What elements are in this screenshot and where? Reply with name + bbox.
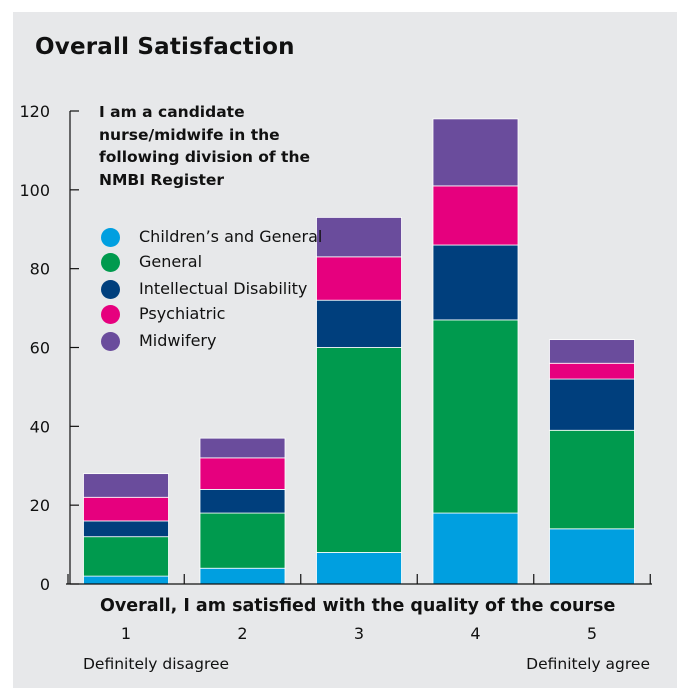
bar-segment-4-cat-5 [549, 362, 635, 380]
bar-segment-4-cat-4 [432, 185, 519, 246]
x-category-label: 3 [354, 624, 364, 643]
bar-segment-5-cat-3 [316, 217, 402, 258]
x-category-label: 5 [587, 624, 597, 643]
legend-label: Midwifery [139, 331, 217, 350]
y-tick-label: 40 [30, 417, 50, 436]
legend-item-intellectual-disability: Intellectual Disability [101, 278, 331, 300]
legend-label: General [139, 252, 203, 271]
bar-segment-5-cat-4 [432, 118, 519, 187]
legend-swatch-intellectual-disability [101, 280, 120, 299]
legend-swatch-midwifery [101, 332, 120, 351]
legend-item-childrens-general: Children’s and General [101, 226, 331, 248]
y-tick-label: 60 [30, 339, 50, 358]
bar-segment-4-cat-3 [316, 256, 402, 301]
bar-segment-1-cat-4 [432, 512, 519, 585]
x-category-label: 4 [470, 624, 480, 643]
bar-segment-2-cat-2 [199, 512, 286, 569]
x-category-label: 2 [237, 624, 247, 643]
bar-segment-3-cat-5 [549, 378, 635, 431]
legend-title: I am a candidate nurse/midwife in the fo… [99, 103, 311, 189]
y-tick-label: 20 [30, 496, 50, 515]
bar-segment-3-cat-4 [432, 244, 519, 321]
legend-swatch-childrens-general [101, 228, 120, 247]
x-axis-title: Overall, I am satisfied with the quality… [100, 596, 616, 616]
bar-segment-1-cat-5 [549, 528, 635, 585]
legend-label: Psychiatric [139, 304, 226, 323]
bar-segment-2-cat-4 [432, 319, 519, 514]
bar-segment-3-cat-1 [83, 520, 169, 538]
chart-title: Overall Satisfaction [35, 34, 295, 60]
y-tick-label: 120 [19, 102, 50, 121]
bar-segment-3-cat-2 [199, 488, 286, 514]
bar-segment-5-cat-2 [199, 437, 286, 459]
bar-segment-4-cat-2 [199, 457, 286, 490]
legend-label: Children’s and General [139, 227, 323, 246]
bar-segment-2-cat-5 [549, 429, 635, 530]
bar-segment-5-cat-5 [549, 339, 635, 364]
legend-item-general: General [101, 251, 331, 273]
x-end-label-left: Definitely disagree [83, 655, 230, 673]
y-tick-label: 100 [19, 181, 50, 200]
bar-segment-4-cat-1 [83, 496, 169, 522]
bar-segment-2-cat-1 [83, 536, 169, 577]
bar-segment-1-cat-3 [316, 552, 402, 585]
legend-item-midwifery: Midwifery [101, 330, 331, 352]
legend-swatch-psychiatric [101, 305, 120, 324]
bar-segment-5-cat-1 [83, 473, 169, 498]
x-end-label-right: Definitely agree [526, 655, 650, 673]
x-category-label: 1 [121, 624, 131, 643]
y-tick-label: 0 [40, 575, 50, 594]
bar-segment-1-cat-2 [199, 567, 286, 585]
legend: Children’s and General General Intellect… [101, 226, 331, 357]
legend-swatch-general [101, 253, 120, 272]
y-tick-label: 80 [30, 260, 50, 279]
bar-segment-3-cat-3 [316, 299, 402, 348]
bar-segment-1-cat-1 [83, 575, 169, 585]
legend-label: Intellectual Disability [139, 279, 308, 298]
legend-item-psychiatric: Psychiatric [101, 303, 331, 325]
bar-segment-2-cat-3 [316, 347, 402, 553]
